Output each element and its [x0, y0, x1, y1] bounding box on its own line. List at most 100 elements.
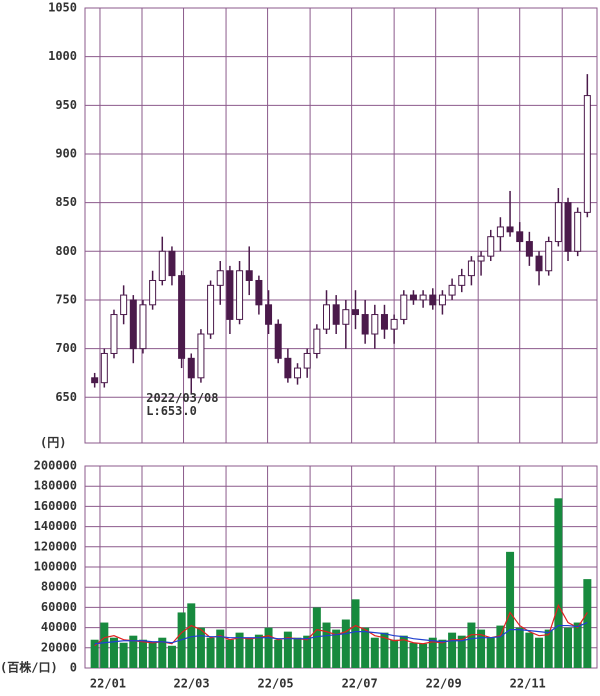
plot-frame: [84, 7, 598, 444]
y-tick-label: 650: [55, 390, 77, 404]
candle-body: [110, 314, 118, 354]
candle-body: [467, 260, 475, 277]
candle-body: [245, 270, 253, 281]
y-tick-label: 40000: [41, 620, 77, 634]
candle-body: [438, 294, 446, 306]
volume-bar: [554, 498, 563, 668]
candle-body: [574, 211, 582, 252]
candle-body: [496, 226, 504, 238]
candle-body: [564, 202, 572, 252]
volume-bar: [564, 627, 573, 668]
candle-body: [255, 279, 263, 306]
candle-body: [332, 304, 340, 325]
volume-bar: [370, 637, 379, 668]
candle-body: [554, 202, 562, 243]
annotation-value: L:653.0: [146, 404, 197, 418]
candle-body: [294, 367, 302, 379]
volume-bar: [129, 635, 138, 668]
volume-bar: [457, 635, 466, 668]
volume-bar: [341, 619, 350, 668]
y-tick-label: 140000: [34, 519, 77, 533]
plot-frame: [84, 465, 598, 669]
candle-body: [525, 241, 533, 257]
candle-body: [380, 314, 388, 330]
volume-bar: [573, 622, 582, 668]
moving-average: [94, 603, 588, 647]
candle-body: [91, 377, 99, 384]
moving-average: [94, 621, 588, 645]
volume-bar: [264, 627, 273, 668]
candle-body: [226, 270, 234, 320]
y-tick-label: 900: [55, 146, 77, 160]
y-tick-label: 120000: [34, 539, 77, 553]
y-tick-label: 60000: [41, 600, 77, 614]
volume-bar: [351, 599, 360, 668]
candle-body: [361, 314, 369, 335]
volume-bar: [361, 627, 370, 668]
x-tick-label: 22/09: [426, 677, 462, 691]
volume-bar: [486, 637, 495, 668]
volume-bar: [148, 642, 157, 668]
volume-bar: [399, 635, 408, 668]
candle-body: [545, 241, 553, 272]
candle-body: [313, 328, 321, 354]
candle-body: [207, 284, 215, 335]
candle-body: [400, 294, 408, 320]
candle-body: [236, 270, 244, 320]
volume-bar: [100, 622, 109, 668]
volume-bar: [274, 639, 283, 668]
volume-bar: [196, 627, 205, 668]
candle-body: [187, 357, 195, 379]
candle-body: [120, 294, 128, 316]
volume-bar: [332, 629, 341, 668]
candle-body: [390, 318, 398, 330]
x-tick-label: 22/01: [90, 677, 126, 691]
candle-body: [409, 294, 417, 301]
volume-bar: [477, 629, 486, 668]
y-tick-label: 80000: [41, 580, 77, 594]
candle-body: [351, 309, 359, 316]
unit-label: (百株/口): [0, 660, 58, 675]
y-tick-label: 800: [55, 244, 77, 258]
annotation-date: 2022/03/08: [146, 391, 218, 405]
volume-bar: [448, 632, 457, 668]
volume-bar: [535, 637, 544, 668]
candle-body: [342, 309, 350, 325]
candle-body: [284, 357, 292, 379]
volume-bar: [303, 635, 312, 668]
volume-bar: [245, 637, 254, 668]
candle-body: [100, 352, 108, 384]
candle-body: [583, 95, 591, 213]
volume-bar: [390, 639, 399, 668]
volume-bar: [583, 579, 592, 668]
volume-bar: [428, 637, 437, 668]
volume-bar: [525, 632, 534, 668]
candle-body: [419, 294, 427, 301]
candle-body: [506, 226, 514, 233]
candle-body: [535, 255, 543, 272]
volume-bar: [419, 643, 428, 668]
volume-bar: [90, 639, 99, 668]
candle-body: [516, 231, 524, 243]
volume-bar: [438, 639, 447, 668]
y-tick-label: 100000: [34, 560, 77, 574]
candle-body: [139, 304, 147, 350]
y-tick-label: 180000: [34, 479, 77, 493]
y-tick-label: 20000: [41, 640, 77, 654]
candle-body: [197, 333, 205, 379]
candle-body: [448, 284, 456, 296]
y-tick-label: 200000: [34, 459, 77, 473]
volume-bar: [409, 642, 418, 668]
candle-body: [429, 294, 437, 306]
volume-bar: [293, 637, 302, 668]
y-tick-label: 1000: [48, 49, 77, 63]
candle-body: [149, 279, 157, 306]
y-tick-label: 950: [55, 98, 77, 112]
y-tick-label: 1050: [48, 1, 77, 15]
candle-body: [274, 323, 282, 359]
x-tick-label: 22/07: [342, 677, 378, 691]
volume-bar: [496, 625, 505, 668]
volume-bar: [216, 629, 225, 668]
y-tick-label: 0: [70, 661, 77, 675]
